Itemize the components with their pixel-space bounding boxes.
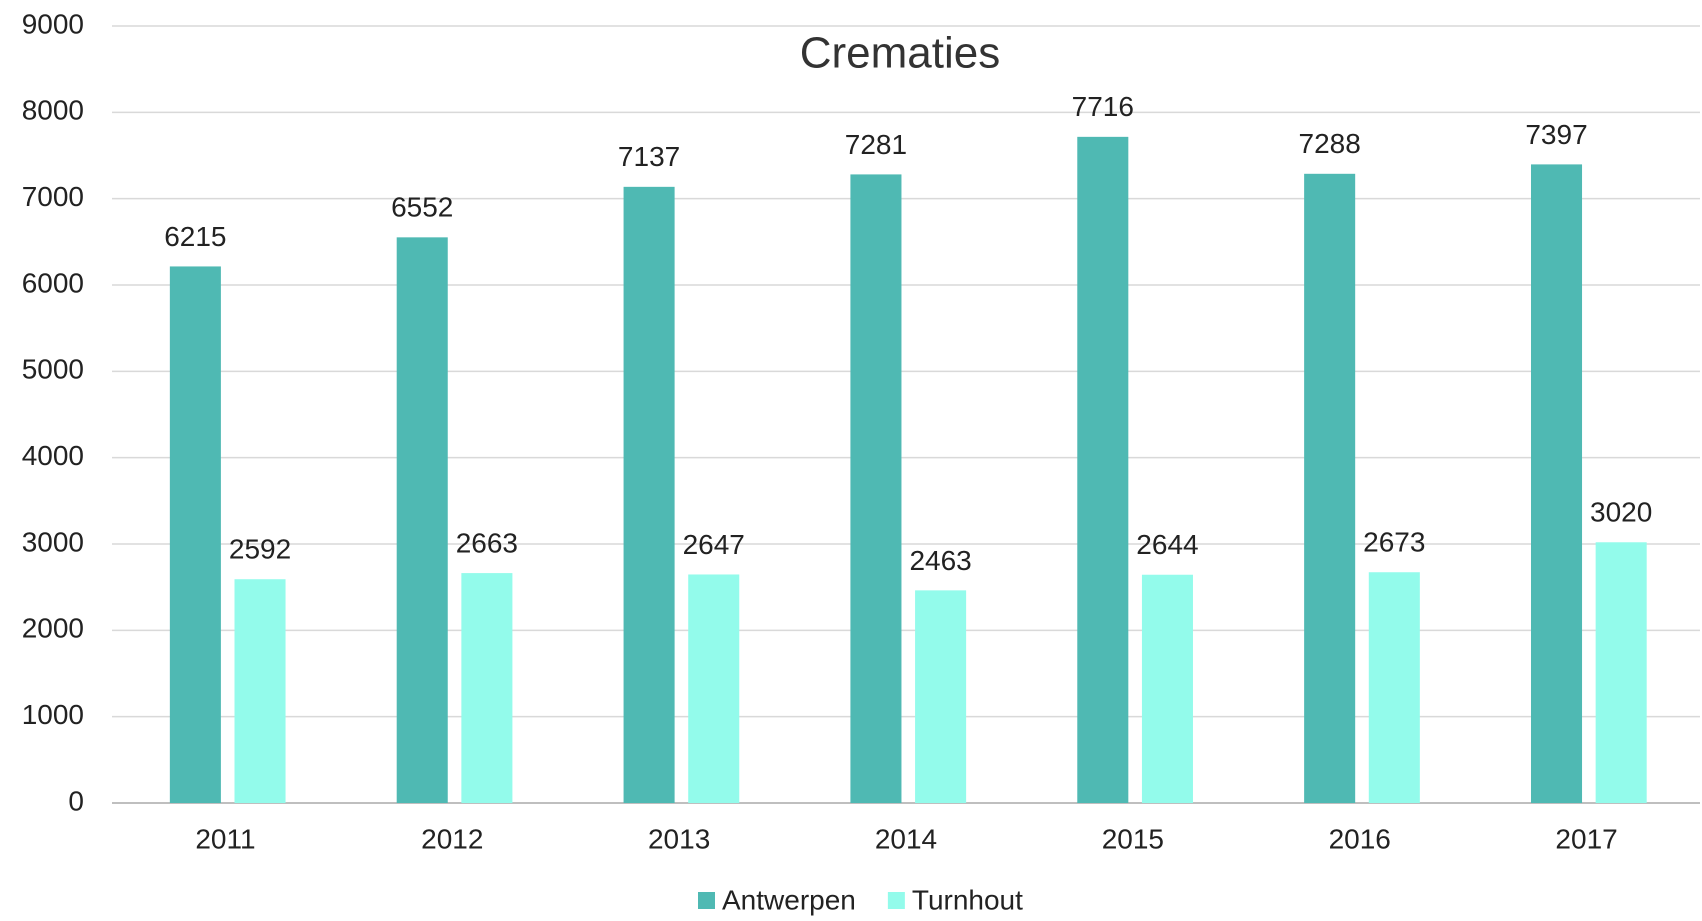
y-tick-label: 2000 xyxy=(22,613,84,644)
y-tick-label: 6000 xyxy=(22,267,84,298)
bar xyxy=(234,579,286,803)
x-tick-label: 2016 xyxy=(1329,823,1391,854)
bar xyxy=(688,574,740,803)
bar xyxy=(1304,173,1356,803)
data-label: 7137 xyxy=(618,141,680,172)
data-label: 6215 xyxy=(164,221,226,252)
y-tick-label: 5000 xyxy=(22,354,84,385)
x-tick-label: 2012 xyxy=(421,823,483,854)
y-tick-label: 4000 xyxy=(22,440,84,471)
y-tick-label: 1000 xyxy=(22,699,84,730)
x-tick-label: 2011 xyxy=(195,823,255,854)
data-label: 2463 xyxy=(909,545,971,576)
bar xyxy=(915,590,967,803)
bar xyxy=(623,186,675,804)
legend-swatch xyxy=(698,892,715,909)
x-tick-label: 2017 xyxy=(1555,823,1617,854)
data-label: 3020 xyxy=(1590,497,1652,528)
bar xyxy=(1595,542,1647,803)
data-label: 6552 xyxy=(391,192,453,223)
bar xyxy=(1141,574,1193,803)
y-tick-label: 3000 xyxy=(22,526,84,557)
data-label: 2673 xyxy=(1363,527,1425,558)
data-label: 2647 xyxy=(683,529,745,560)
y-tick-label: 7000 xyxy=(22,181,84,212)
data-label: 2644 xyxy=(1136,529,1198,560)
x-tick-label: 2015 xyxy=(1102,823,1164,854)
legend-swatch xyxy=(887,892,905,909)
bar xyxy=(461,573,513,803)
y-tick-label: 9000 xyxy=(22,8,84,39)
data-label: 7397 xyxy=(1525,119,1587,150)
bar xyxy=(850,174,902,804)
y-tick-label: 0 xyxy=(68,785,84,816)
y-tick-label: 8000 xyxy=(22,95,84,126)
x-tick-label: 2014 xyxy=(875,823,937,854)
data-label: 7716 xyxy=(1072,91,1134,122)
bar xyxy=(396,237,448,803)
bar xyxy=(169,266,221,803)
data-label: 2592 xyxy=(229,534,291,565)
data-label: 7281 xyxy=(845,129,907,160)
data-label: 7288 xyxy=(1299,128,1361,159)
data-label: 2663 xyxy=(456,527,518,558)
chart-title: Crematies xyxy=(800,29,1001,78)
x-tick-label: 2013 xyxy=(648,823,710,854)
legend-label: Turnhout xyxy=(912,884,1023,915)
bar xyxy=(1530,164,1583,803)
bar xyxy=(1077,136,1129,804)
legend-label: Antwerpen xyxy=(722,884,856,915)
bar xyxy=(1368,572,1420,803)
